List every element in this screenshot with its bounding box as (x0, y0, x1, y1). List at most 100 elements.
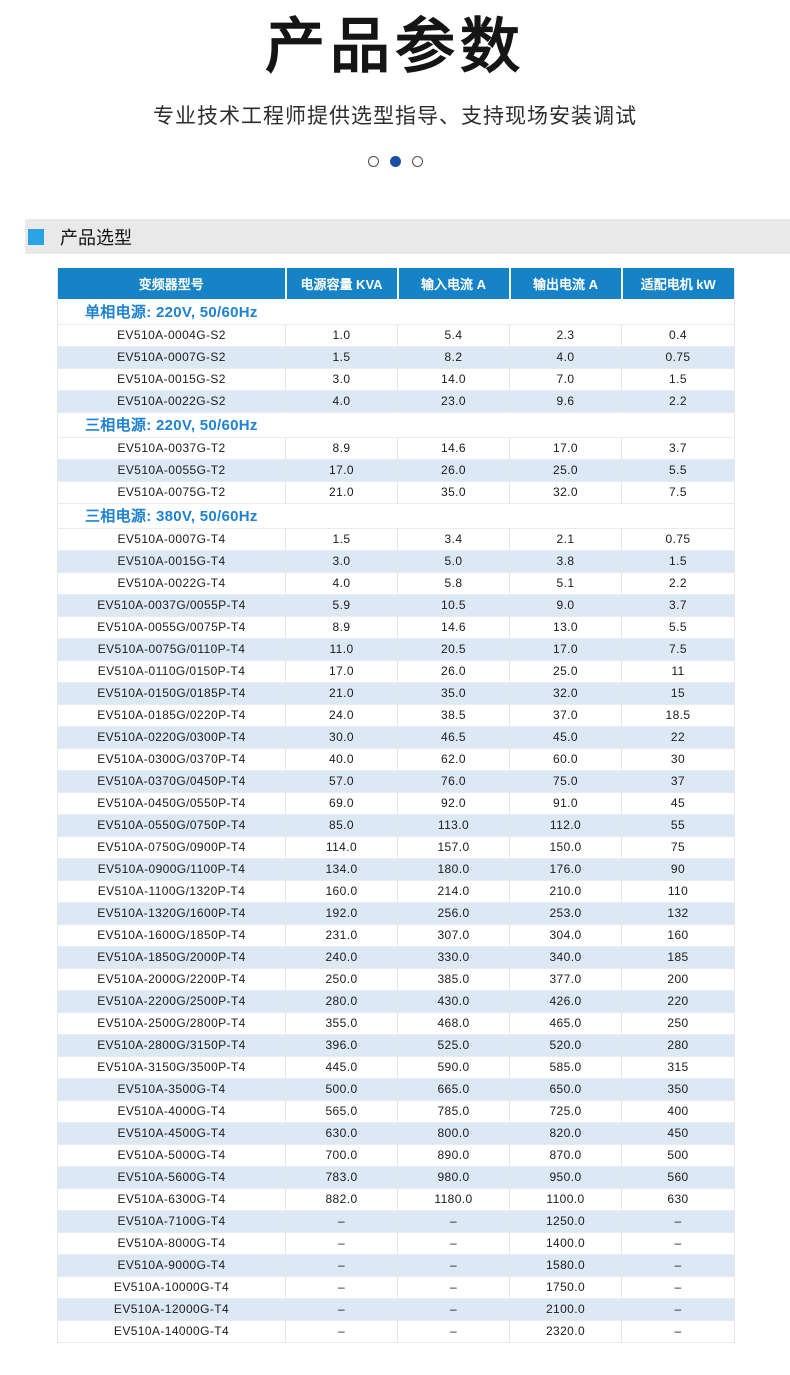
value-cell: 3.0 (285, 550, 398, 573)
value-cell: 11 (621, 660, 735, 683)
power-section-title: 三相电源: 380V, 50/60Hz (57, 503, 735, 529)
power-section-row: 三相电源: 380V, 50/60Hz (57, 503, 735, 529)
value-cell: 950.0 (509, 1166, 622, 1189)
page-title: 产品参数 (265, 13, 525, 80)
value-cell: 0.4 (621, 324, 735, 347)
value-cell: 32.0 (509, 481, 622, 504)
value-cell: 62.0 (397, 748, 510, 771)
carousel-dot[interactable] (389, 156, 401, 167)
value-cell: 5.4 (397, 324, 510, 347)
value-cell: 725.0 (509, 1100, 622, 1123)
table-row: EV510A-0450G/0550P-T4 69.0 92.0 91.0 45 (57, 792, 735, 815)
model-cell: EV510A-1320G/1600P-T4 (57, 902, 286, 925)
value-cell: 630 (621, 1188, 735, 1211)
table-row: EV510A-1100G/1320P-T4 160.0 214.0 210.0 110 (57, 880, 735, 903)
value-cell: 220 (621, 990, 735, 1013)
value-cell: 8.9 (285, 616, 398, 639)
value-cell: 330.0 (397, 946, 510, 969)
value-cell: 800.0 (397, 1122, 510, 1145)
table-row: EV510A-6300G-T4 882.0 1180.0 1100.0 630 (57, 1188, 735, 1211)
value-cell: 525.0 (397, 1034, 510, 1057)
table-row: EV510A-5600G-T4 783.0 980.0 950.0 560 (57, 1166, 735, 1189)
value-cell: 426.0 (509, 990, 622, 1013)
table-row: EV510A-4500G-T4 630.0 800.0 820.0 450 (57, 1122, 735, 1145)
value-cell: 5.5 (621, 616, 735, 639)
column-header: 输入电流 A (396, 268, 510, 299)
product-selection-table-wrap: 变频器型号 电源容量 KVA 输入电流 A 输出电流 A 适配电机 kW 单相电源: 2… (57, 268, 735, 1343)
value-cell: 17.0 (285, 459, 398, 482)
model-cell: EV510A-1600G/1850P-T4 (57, 924, 286, 947)
table-row: EV510A-0037G/0055P-T4 5.9 10.5 9.0 3.7 (57, 594, 735, 617)
model-cell: EV510A-0300G/0370P-T4 (57, 748, 286, 771)
value-cell: 430.0 (397, 990, 510, 1013)
value-cell: 192.0 (285, 902, 398, 925)
value-cell: 465.0 (509, 1012, 622, 1035)
value-cell: 0.75 (621, 346, 735, 369)
value-cell: – (621, 1254, 735, 1277)
model-cell: EV510A-4500G-T4 (57, 1122, 286, 1145)
table-row: EV510A-1320G/1600P-T4 192.0 256.0 253.0 132 (57, 902, 735, 925)
section-title: 产品选型 (60, 227, 132, 248)
value-cell: 22 (621, 726, 735, 749)
value-cell: 23.0 (397, 390, 510, 413)
value-cell: 445.0 (285, 1056, 398, 1079)
value-cell: 157.0 (397, 836, 510, 859)
value-cell: – (621, 1320, 735, 1343)
carousel-dot[interactable] (367, 156, 379, 167)
value-cell: 590.0 (397, 1056, 510, 1079)
value-cell: 85.0 (285, 814, 398, 837)
value-cell: 114.0 (285, 836, 398, 859)
value-cell: 280.0 (285, 990, 398, 1013)
table-row: EV510A-0370G/0450P-T4 57.0 76.0 75.0 37 (57, 770, 735, 793)
model-cell: EV510A-6300G-T4 (57, 1188, 286, 1211)
value-cell: 7.5 (621, 481, 735, 504)
value-cell: – (285, 1276, 398, 1299)
model-cell: EV510A-7100G-T4 (57, 1210, 286, 1233)
model-cell: EV510A-3150G/3500P-T4 (57, 1056, 286, 1079)
model-cell: EV510A-0075G-T2 (57, 481, 286, 504)
value-cell: 90 (621, 858, 735, 881)
value-cell: 26.0 (397, 459, 510, 482)
value-cell: 75 (621, 836, 735, 859)
value-cell: 240.0 (285, 946, 398, 969)
value-cell: 14.6 (397, 616, 510, 639)
model-cell: EV510A-0370G/0450P-T4 (57, 770, 286, 793)
value-cell: 315 (621, 1056, 735, 1079)
value-cell: 134.0 (285, 858, 398, 881)
model-cell: EV510A-9000G-T4 (57, 1254, 286, 1277)
value-cell: 1580.0 (509, 1254, 622, 1277)
value-cell: – (397, 1298, 510, 1321)
value-cell: 250 (621, 1012, 735, 1035)
table-row: EV510A-1600G/1850P-T4 231.0 307.0 304.0 160 (57, 924, 735, 947)
model-cell: EV510A-2800G/3150P-T4 (57, 1034, 286, 1057)
model-cell: EV510A-0007G-S2 (57, 346, 286, 369)
value-cell: 21.0 (285, 682, 398, 705)
model-cell: EV510A-10000G-T4 (57, 1276, 286, 1299)
value-cell: 25.0 (509, 459, 622, 482)
model-cell: EV510A-0075G/0110P-T4 (57, 638, 286, 661)
table-row: EV510A-0007G-T4 1.5 3.4 2.1 0.75 (57, 528, 735, 551)
value-cell: 1.5 (621, 550, 735, 573)
value-cell: 45.0 (509, 726, 622, 749)
table-row: EV510A-10000G-T4– –1750.0– (57, 1276, 735, 1299)
value-cell: 150.0 (509, 836, 622, 859)
value-cell: 25.0 (509, 660, 622, 683)
value-cell: 8.2 (397, 346, 510, 369)
carousel-dot[interactable] (411, 156, 423, 167)
value-cell: 17.0 (509, 638, 622, 661)
table-row: EV510A-0110G/0150P-T4 17.0 26.0 25.0 11 (57, 660, 735, 683)
value-cell: 11.0 (285, 638, 398, 661)
value-cell: 350 (621, 1078, 735, 1101)
hero-section: 产品参数 专业技术工程师提供选型指导、支持现场安装调试 (0, 0, 790, 167)
value-cell: 783.0 (285, 1166, 398, 1189)
model-cell: EV510A-12000G-T4 (57, 1298, 286, 1321)
value-cell: 26.0 (397, 660, 510, 683)
model-cell: EV510A-0150G/0185P-T4 (57, 682, 286, 705)
value-cell: 3.7 (621, 594, 735, 617)
table-row: EV510A-0022G-S2 4.0 23.0 9.6 2.2 (57, 390, 735, 413)
value-cell: 4.0 (509, 346, 622, 369)
value-cell: 253.0 (509, 902, 622, 925)
model-cell: EV510A-4000G-T4 (57, 1100, 286, 1123)
value-cell: – (397, 1276, 510, 1299)
model-cell: EV510A-0110G/0150P-T4 (57, 660, 286, 683)
